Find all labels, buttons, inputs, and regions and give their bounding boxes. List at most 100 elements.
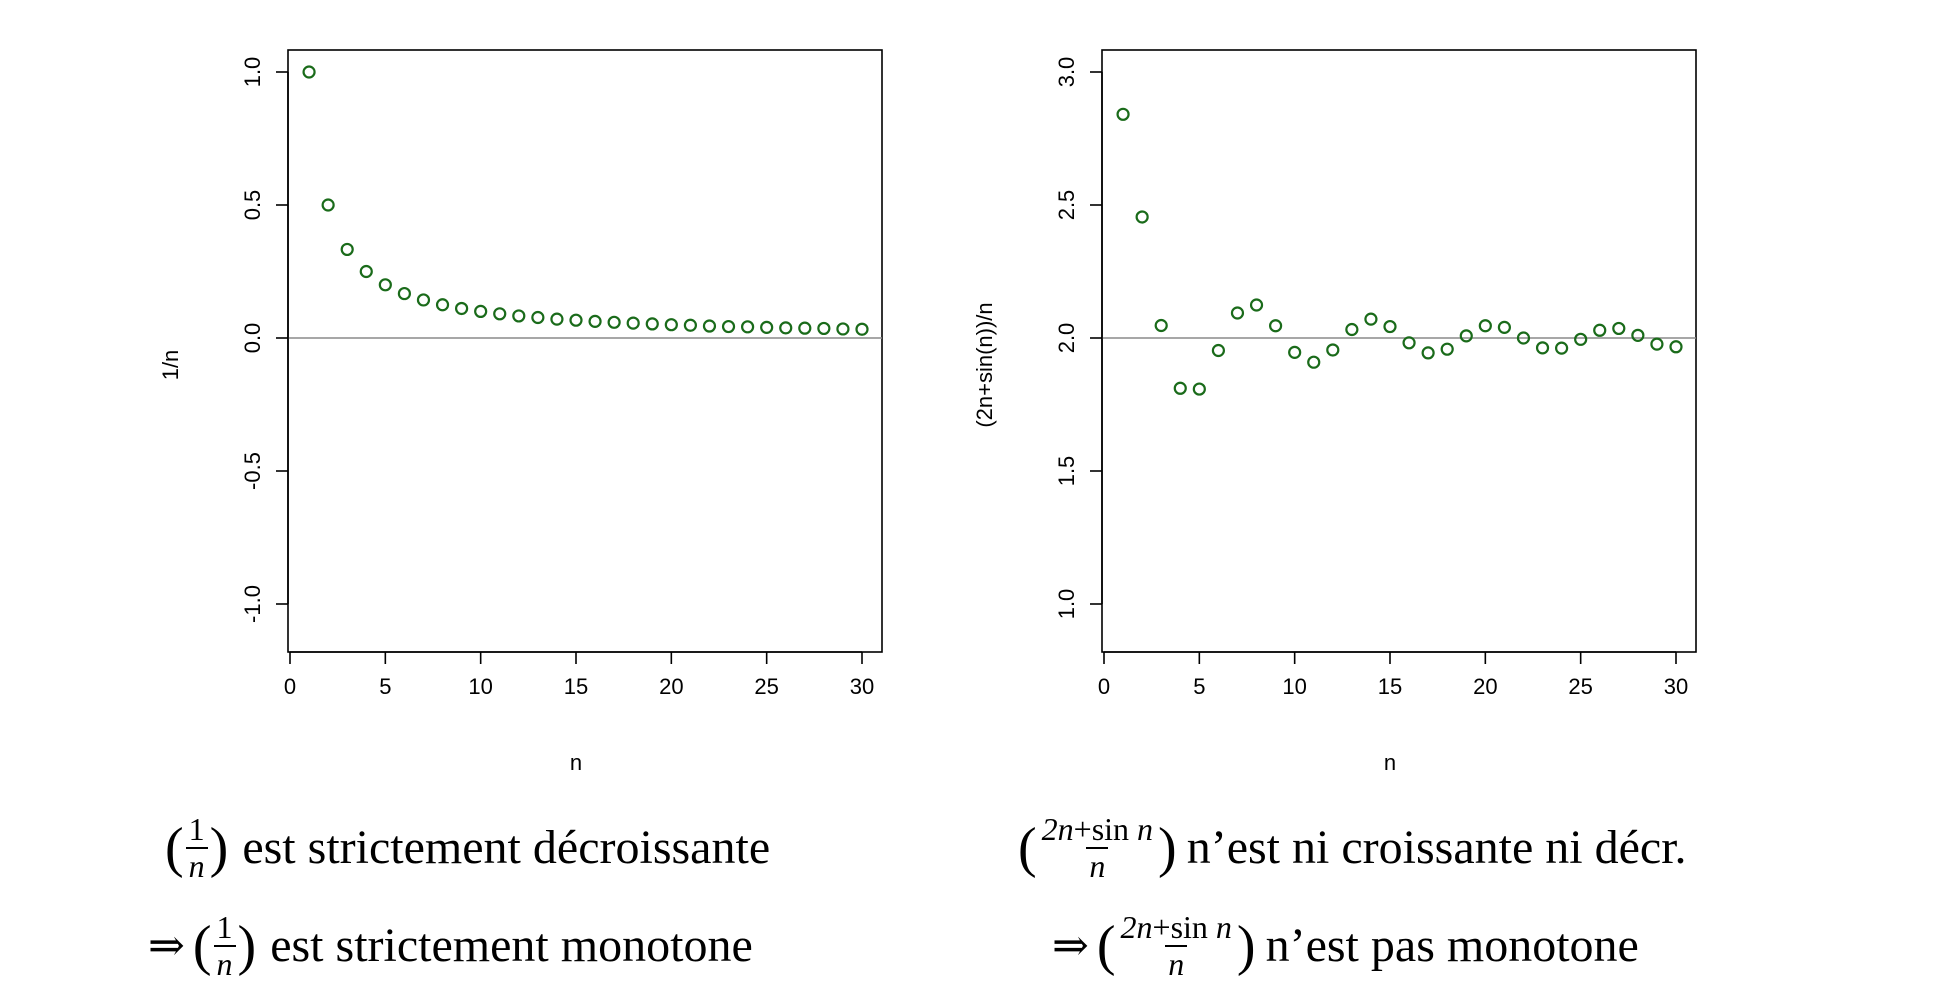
x-tick-label: 25: [1568, 674, 1592, 699]
right-caption-line1: ( 2n+sin n n ) n’est ni croissante ni dé…: [1018, 811, 1687, 884]
open-paren: (: [1018, 817, 1037, 880]
fraction-1-over-n: 1 n: [185, 811, 208, 884]
data-point: [1154, 318, 1168, 333]
y-tick-label: 2.0: [1054, 323, 1079, 354]
data-point: [1268, 319, 1283, 333]
data-point: [302, 65, 316, 79]
data-point: [1631, 328, 1645, 342]
fraction-1-over-n: 1 n: [213, 909, 236, 982]
data-point: [1173, 381, 1187, 395]
data-point: [397, 286, 411, 301]
y-axis-label: (2n+sin(n))/n: [972, 302, 997, 427]
x-tick-label: 10: [468, 674, 492, 699]
data-point: [1307, 355, 1321, 369]
data-point: [607, 315, 621, 329]
y-tick-label: -0.5: [240, 452, 265, 490]
data-point: [1440, 342, 1454, 356]
data-point: [1574, 332, 1588, 346]
fraction-denominator: n: [185, 847, 208, 884]
data-point: [1612, 321, 1626, 336]
fraction-numerator: 2n+sin n: [1120, 909, 1232, 945]
data-point: [493, 307, 507, 321]
open-paren: (: [1096, 915, 1116, 978]
fraction-2n-sin-n-over-n: 2n+sin n n: [1118, 909, 1235, 982]
data-point: [798, 321, 812, 335]
data-point: [1593, 323, 1607, 337]
data-point: [702, 319, 717, 333]
data-point: [721, 319, 736, 334]
data-point: [664, 318, 678, 332]
data-point: [740, 320, 755, 334]
data-point: [474, 304, 488, 318]
data-point: [1135, 210, 1149, 224]
y-tick-label: -1.0: [240, 585, 265, 623]
open-paren: (: [165, 817, 184, 880]
data-point: [416, 293, 431, 307]
data-point: [760, 320, 774, 334]
data-point: [1383, 319, 1397, 334]
close-paren: ): [237, 915, 257, 978]
x-tick-label: 10: [1282, 674, 1306, 699]
x-tick-label: 20: [1473, 674, 1497, 699]
data-point: [1364, 312, 1378, 326]
data-point: [359, 264, 373, 279]
data-point: [836, 322, 850, 336]
data-point: [1192, 382, 1206, 396]
right-caption-line2: ⇒ ( 2n+sin n n ) n’est pas monotone: [1052, 909, 1639, 982]
y-tick-label: 1.0: [240, 57, 265, 88]
left-caption-line2: ⇒ ( 1 n ) est strictement monotone: [148, 909, 753, 982]
data-point: [512, 309, 526, 323]
data-point: [1211, 343, 1226, 358]
data-point: [455, 301, 469, 316]
fraction-numerator: 2n+sin n: [1041, 811, 1154, 847]
x-axis-label: n: [570, 750, 582, 775]
y-axis: -1.0 -0.5 0.0 0.5 1.0 1/n: [158, 57, 289, 623]
fraction-2n-sin-n-over-n: 2n+sin n n: [1039, 811, 1156, 884]
data-point: [531, 310, 545, 325]
right-caption-line2-text: n’est pas monotone: [1265, 919, 1639, 973]
x-tick-label: 30: [1664, 674, 1688, 699]
y-axis: 1.0 1.5 2.0 2.5 3.0 (2n+sin(n))/n: [972, 57, 1103, 619]
y-tick-label: 2.5: [1054, 190, 1079, 221]
close-paren: ): [1236, 915, 1256, 978]
data-point: [1230, 306, 1245, 320]
close-paren: ): [209, 817, 229, 880]
x-tick-label: 30: [850, 674, 874, 699]
y-axis-label: 1/n: [158, 350, 183, 381]
fraction-denominator: n: [1086, 847, 1109, 884]
x-tick-label: 5: [1193, 674, 1205, 699]
data-point: [1535, 341, 1550, 355]
data-point: [1116, 107, 1130, 121]
x-axis-label: n: [1384, 750, 1396, 775]
data-point: [1326, 343, 1340, 357]
x-tick-label: 0: [1098, 674, 1110, 699]
left-scatter-plot: 0 5 10 15 20 25 30 n -1.0 -0.5 0.0 0.5 1.0 1/n: [158, 49, 883, 775]
x-tick-label: 15: [1378, 674, 1402, 699]
data-point: [550, 312, 564, 326]
y-tick-label: 0.0: [240, 323, 265, 354]
data-point: [569, 313, 583, 327]
fraction-denominator: n: [1165, 945, 1188, 982]
data-point: [378, 278, 392, 292]
data-points: [302, 65, 869, 336]
x-tick-label: 15: [564, 674, 588, 699]
data-point: [645, 317, 659, 331]
right-scatter-plot: 0 5 10 15 20 25 30 n 1.0 1.5 2.0 2.5 3.0 (2n+sin(n))/…: [972, 49, 1697, 775]
data-points: [1116, 107, 1683, 396]
data-point: [1516, 331, 1531, 345]
data-point: [1478, 319, 1492, 333]
left-caption-line2-text: est strictement monotone: [270, 919, 753, 973]
x-axis: 0 5 10 15 20 25 30 n: [284, 651, 874, 775]
open-paren: (: [192, 915, 212, 978]
left-caption-line1-text: est strictement décroissante: [242, 821, 771, 875]
fraction-numerator: 1: [188, 811, 205, 847]
data-point: [855, 322, 869, 336]
data-point: [817, 321, 831, 336]
right-caption-line1-text: n’est ni croissante ni décr.: [1186, 821, 1687, 875]
data-point: [588, 314, 602, 328]
x-tick-label: 25: [754, 674, 778, 699]
data-point: [1669, 340, 1683, 354]
data-point: [683, 318, 698, 332]
fraction-numerator: 1: [216, 909, 233, 945]
